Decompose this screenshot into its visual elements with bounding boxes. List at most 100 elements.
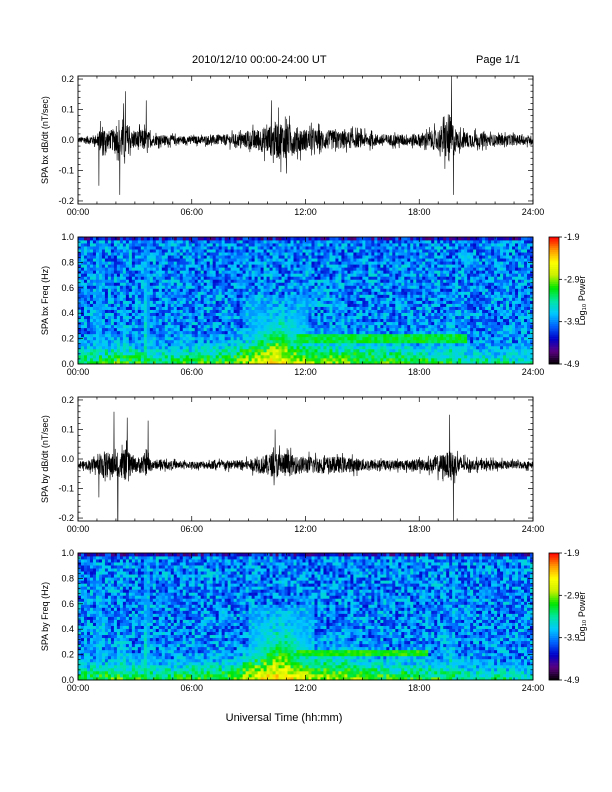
spectrogram-cell <box>395 333 399 338</box>
spectrogram-cell <box>179 354 184 359</box>
spectrogram-cell <box>173 348 178 353</box>
spectrogram-cell <box>227 273 232 277</box>
spectrogram-cell <box>263 282 267 286</box>
spectrogram-cell <box>80 303 85 307</box>
spectrogram-cell <box>419 264 423 268</box>
spectrogram-cell <box>260 297 264 301</box>
spectrogram-cell <box>158 243 163 247</box>
spectrogram-cell <box>86 309 91 313</box>
spectrogram-cell <box>188 309 193 313</box>
spectrogram-cell <box>83 339 88 344</box>
spectrogram-cell <box>230 267 235 271</box>
spectrogram-cell <box>218 240 223 244</box>
spectrogram-cell <box>230 351 235 356</box>
spectrogram-cell <box>308 297 312 301</box>
spectrogram-cell <box>113 318 118 323</box>
spectrogram-cell <box>110 246 115 250</box>
spectrogram-cell <box>107 246 112 250</box>
spectrogram-cell <box>353 309 357 313</box>
spectrogram-cell <box>356 339 360 344</box>
spectrogram-cell <box>260 276 264 280</box>
spectrogram-cell <box>347 342 351 347</box>
spectrogram-cell <box>293 351 297 356</box>
spectrogram-cell <box>233 279 238 283</box>
spectrogram-cell <box>398 288 402 292</box>
spectrogram-cell <box>386 339 390 344</box>
spectrogram-cell <box>281 279 285 283</box>
spectrogram-cell <box>182 273 187 277</box>
spectrogram-cell <box>416 243 420 247</box>
spectrogram-cell <box>78 297 82 301</box>
spectrogram-cell <box>320 342 324 347</box>
spectrogram-cell <box>248 339 253 344</box>
spectrogram-cell <box>251 330 256 335</box>
spectrogram-cell <box>179 273 184 277</box>
spectrogram-cell <box>185 348 190 353</box>
spectrogram-cell <box>320 282 324 286</box>
spectrogram-cell <box>368 345 372 350</box>
spectrogram-cell <box>332 255 336 259</box>
spectrogram-cell <box>383 294 387 298</box>
spectrogram-cell <box>95 243 100 247</box>
spectrogram-cell <box>143 294 148 298</box>
spectrogram-cell <box>305 297 309 301</box>
spectrogram-cell <box>197 270 202 274</box>
spectrogram-cell <box>278 348 282 353</box>
spectrogram-cell <box>395 276 399 280</box>
spectrogram-cell <box>212 315 217 320</box>
spectrogram-cell <box>368 288 372 292</box>
spectrogram-cell <box>188 243 193 247</box>
spectrogram-cell <box>275 360 279 365</box>
spectrogram-cell <box>224 345 229 350</box>
spectrogram-cell <box>245 243 250 247</box>
spectrogram-cell <box>272 276 276 280</box>
spectrogram-cell <box>371 357 375 362</box>
spectrogram-cell <box>344 330 348 335</box>
spectrogram-cell <box>218 330 223 335</box>
spectrogram-cell <box>341 309 345 313</box>
spectrogram-cell <box>263 279 267 283</box>
spectrogram-cell <box>329 315 333 320</box>
spectrogram-cell <box>197 351 202 356</box>
spectrogram-cell <box>377 291 381 295</box>
spectrogram-cell <box>326 330 330 335</box>
spectrogram-cell <box>413 267 417 271</box>
spectrogram-cell <box>242 249 247 253</box>
spectrogram-cell <box>353 306 357 310</box>
spectrogram-cell <box>107 270 112 274</box>
spectrogram-cell <box>78 252 82 256</box>
spectrogram-cell <box>86 270 91 274</box>
spectrogram-cell <box>173 237 178 241</box>
spectrogram-cell <box>134 276 139 280</box>
spectrogram-cell <box>404 264 408 268</box>
spectrogram-cell <box>389 333 393 338</box>
spectrogram-cell <box>392 336 396 341</box>
spectrogram-cell <box>107 237 112 241</box>
spectrogram-cell <box>146 246 151 250</box>
spectrogram-cell <box>287 291 291 295</box>
spectrogram-cell <box>260 339 264 344</box>
spectrogram-cell <box>161 348 166 353</box>
spectrogram-cell <box>416 357 420 362</box>
spectrogram-cell <box>194 246 199 250</box>
spectrogram-cell <box>272 246 276 250</box>
spectrogram-cell <box>365 318 369 323</box>
spectrogram-cell <box>344 288 348 292</box>
spectrogram-cell <box>383 303 387 307</box>
spectrogram-cell <box>257 312 261 317</box>
spectrogram-cell <box>179 249 184 253</box>
spectrogram-cell <box>227 270 232 274</box>
spectrogram-cell <box>218 360 223 365</box>
spectrogram-cell <box>152 297 157 301</box>
spectrogram-cell <box>347 237 351 241</box>
spectrogram-cell <box>239 282 244 286</box>
spectrogram-cell <box>320 318 324 323</box>
spectrogram-cell <box>302 312 306 317</box>
spectrogram-cell <box>128 330 133 335</box>
spectrogram-cell <box>392 360 396 365</box>
spectrogram-cell <box>203 285 208 289</box>
spectrogram-cell <box>419 306 423 310</box>
spectrogram-cell <box>263 297 267 301</box>
spectrogram-cell <box>230 354 235 359</box>
spectrogram-cell <box>98 351 103 356</box>
